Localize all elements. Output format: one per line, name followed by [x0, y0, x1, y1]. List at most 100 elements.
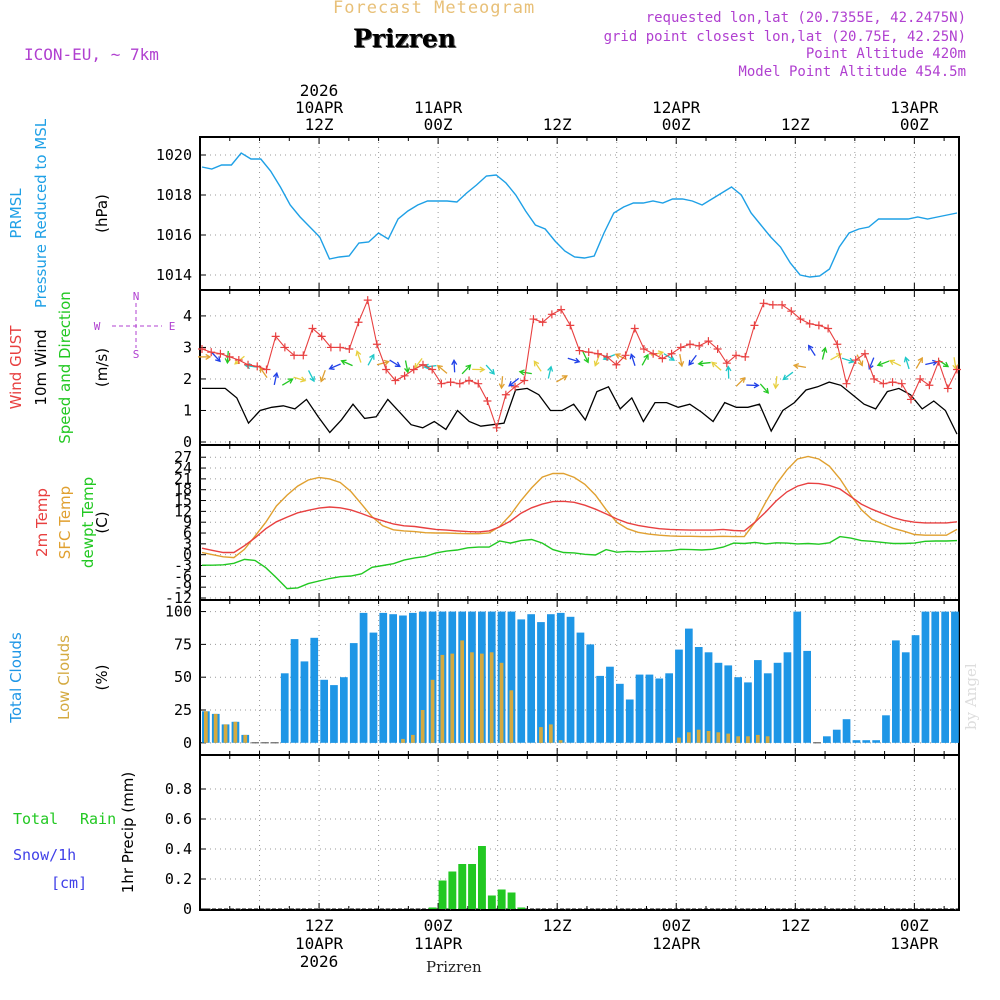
- arrow-head: [272, 371, 279, 379]
- bottom-time-label: 12APR: [652, 934, 701, 953]
- legend-snow-unit: [cm]: [51, 874, 87, 892]
- wind-direction-arrow: [281, 378, 294, 386]
- panel-title-0-1: Pressure Reduced to MSL: [32, 118, 50, 308]
- panel-frame: [199, 289, 960, 446]
- total-cloud-bar: [635, 674, 644, 743]
- arrow-head: [309, 376, 315, 383]
- arrow-head: [821, 346, 828, 353]
- footer-location: Prizren: [426, 958, 482, 976]
- total-cloud-bar: [734, 677, 742, 743]
- arrow-head: [498, 383, 505, 390]
- arrow-head: [383, 359, 390, 366]
- model-point-altitude: Model Point Altitude 454.5m: [738, 64, 966, 80]
- total-cloud-bar: [320, 679, 328, 743]
- total-cloud-bar: [369, 632, 378, 743]
- wind-direction-arrow: [697, 360, 711, 367]
- low-cloud-bar: [509, 690, 514, 743]
- low-cloud-bar: [233, 721, 238, 743]
- arrow-head: [215, 356, 221, 363]
- bottom-time-label: 13APR: [890, 934, 939, 953]
- low-cloud-bar: [243, 734, 248, 743]
- panel-title-0-0: PRMSL: [7, 188, 25, 239]
- arrow-shaft: [533, 361, 542, 372]
- bottom-time-label: 12Z: [781, 916, 810, 935]
- wind-direction-arrow: [508, 377, 520, 387]
- gust-marker: [290, 351, 299, 360]
- panel-title-2-0: 2m Temp: [33, 488, 51, 557]
- arrow-head: [423, 363, 430, 370]
- arrow-head: [643, 353, 649, 360]
- arrow-shaft: [889, 359, 902, 367]
- arrow-shaft: [915, 357, 923, 369]
- wind-direction-arrow: [340, 359, 353, 367]
- total-cloud-bar: [606, 666, 614, 743]
- arrow-shaft: [904, 357, 910, 370]
- arrow-shaft: [508, 377, 520, 387]
- total-cloud-bar: [547, 614, 555, 743]
- arrow-head: [574, 357, 581, 364]
- arrow-shaft: [679, 354, 683, 367]
- y-tick-label: -9: [174, 578, 192, 596]
- y-tick-label: 0: [183, 546, 192, 564]
- arrow-shaft: [925, 361, 938, 366]
- bottom-time-label: 12Z: [305, 916, 334, 935]
- y-tick-label: 2: [183, 370, 192, 388]
- gust-marker: [722, 359, 731, 368]
- total-cloud-bar: [517, 619, 526, 743]
- y-tick-label: 1014: [156, 266, 192, 284]
- gust-marker: [805, 319, 814, 328]
- wind-direction-arrow: [328, 363, 341, 370]
- arrow-head: [857, 360, 864, 367]
- low-cloud-bar: [460, 640, 464, 743]
- wind-direction-arrow: [915, 356, 923, 369]
- panel-title-1-0: Wind GUST: [7, 325, 25, 410]
- arrow-shaft: [937, 359, 949, 368]
- low-cloud-bar: [549, 724, 553, 743]
- gust-marker: [538, 318, 547, 327]
- y-tick-label: 9: [183, 513, 192, 531]
- top-time-label: 10APR: [295, 98, 344, 117]
- arrow-shaft: [877, 360, 890, 366]
- gust-marker: [483, 397, 492, 406]
- bottom-time-label: 00Z: [424, 916, 453, 935]
- gust-marker: [262, 365, 271, 374]
- gust-marker: [934, 357, 943, 366]
- arrow-shaft: [461, 364, 471, 375]
- precip-bar: [428, 907, 437, 909]
- wind-direction-arrow: [841, 357, 855, 364]
- top-time-label: 12Z: [305, 115, 334, 134]
- y-axis-label: 1hr Precip (mm): [119, 772, 137, 893]
- total-cloud-bar: [418, 611, 427, 743]
- dewpoint-line: [202, 535, 958, 590]
- arrow-shaft: [293, 376, 306, 382]
- compass-n: N: [133, 290, 140, 303]
- arrow-shaft: [307, 370, 315, 382]
- wind-direction-arrow: [792, 362, 807, 370]
- y-tick-label: 12: [174, 502, 192, 520]
- y-tick-label: 0.6: [165, 810, 192, 828]
- arrow-head: [943, 361, 950, 368]
- panel-precip: 0 0.2 0.4 0.6 0.8 1hr Precip (mm): [119, 754, 960, 918]
- arrow-shaft: [500, 376, 504, 389]
- gust-marker: [630, 324, 639, 333]
- arrow-head: [888, 359, 896, 366]
- gust-marker: [732, 351, 741, 360]
- arrow-head: [479, 366, 486, 373]
- wind-direction-arrow: [782, 371, 794, 381]
- gust-marker: [787, 307, 796, 316]
- y-tick-label: 0.4: [165, 840, 192, 858]
- arrow-head: [917, 356, 923, 363]
- precip-bar: [507, 892, 516, 909]
- arrow-head: [697, 360, 704, 367]
- y-tick-label: -6: [174, 567, 192, 585]
- arrow-shaft: [320, 369, 326, 382]
- arrow-shaft: [376, 361, 389, 366]
- y-tick-label: 0: [183, 433, 192, 451]
- arrow-head: [287, 378, 294, 384]
- total-cloud-bar: [576, 632, 585, 743]
- arrow-head: [340, 359, 347, 366]
- total-cloud-bar: [645, 674, 654, 743]
- low-cloud-bar: [213, 713, 218, 743]
- top-time-label: 11APR: [414, 98, 463, 117]
- arrow-head: [404, 367, 411, 374]
